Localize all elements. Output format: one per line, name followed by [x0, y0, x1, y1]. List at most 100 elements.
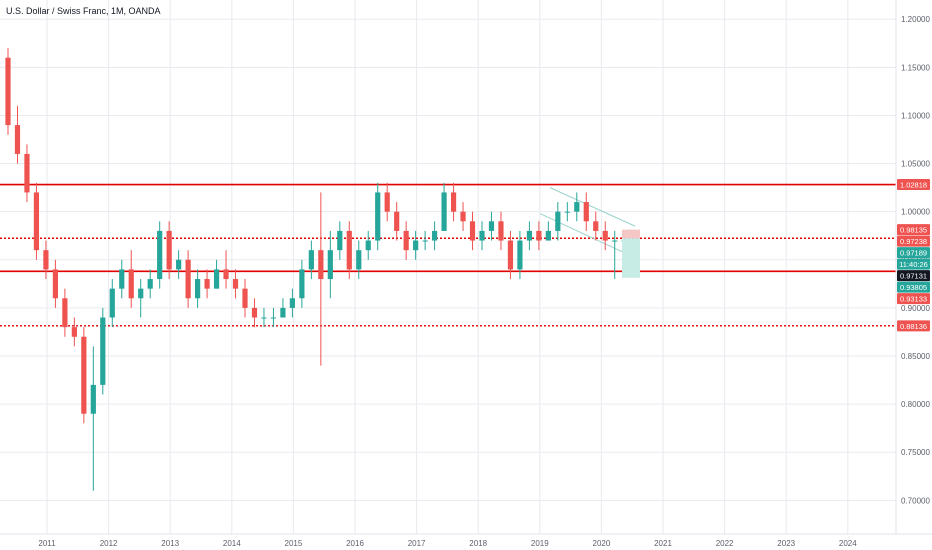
candle-body: [71, 327, 77, 337]
position-target-zone: [622, 238, 640, 278]
candle-body: [432, 230, 438, 241]
candle-body: [507, 240, 514, 270]
price-label-text: 0.93133: [900, 295, 927, 304]
price-label: 0.93805: [897, 281, 930, 293]
candle-body: [43, 250, 49, 270]
candle: [195, 269, 201, 308]
price-label-text: 1.02818: [900, 181, 927, 190]
candle-body: [308, 250, 314, 270]
candle-body: [52, 269, 58, 299]
candle: [469, 211, 476, 251]
time-tick-label: 2013: [161, 539, 179, 548]
price-label: 0.88136: [897, 320, 930, 332]
candle-body: [185, 259, 191, 299]
candle: [157, 221, 163, 289]
price-tick-label: 0.85000: [901, 352, 930, 361]
candle-body: [223, 269, 229, 280]
candle: [555, 202, 561, 241]
price-label: 0.97189: [897, 247, 930, 259]
candle-body: [299, 269, 305, 299]
candle: [479, 221, 485, 251]
candle-body: [356, 250, 362, 270]
candle: [365, 230, 371, 260]
price-label-bg: [897, 179, 930, 191]
time-tick-label: 2022: [716, 539, 734, 548]
price-tick-label: 1.10000: [901, 111, 930, 120]
price-label-text: 0.97238: [900, 237, 927, 246]
candle-body: [176, 259, 182, 270]
price-label-bg: [897, 281, 930, 293]
candle: [318, 192, 324, 366]
candle-body: [138, 288, 144, 299]
candle-body: [327, 250, 333, 280]
time-tick-label: 2018: [469, 539, 487, 548]
time-axis[interactable]: 2011 2012 2013 2014 2015 2016 2017 2018 2019 2020…: [38, 539, 857, 548]
time-tick-label: 2024: [839, 539, 857, 548]
candle-body: [612, 240, 618, 242]
price-tick-label: 0.80000: [901, 400, 930, 409]
candle-body: [90, 384, 96, 414]
time-tick-label: 2011: [38, 539, 56, 548]
time-tick-label: 2016: [346, 539, 364, 548]
candle: [81, 327, 87, 424]
candle: [119, 259, 125, 299]
candle: [14, 105, 21, 164]
candle-body: [204, 279, 210, 289]
candle: [422, 230, 428, 251]
candle-body: [384, 192, 390, 212]
horizontal-levels: [0, 183, 896, 327]
candle-body: [337, 230, 343, 251]
time-tick-label: 2021: [654, 539, 672, 548]
candle: [176, 250, 182, 280]
candle-body: [526, 230, 532, 241]
candle: [5, 48, 11, 135]
candlesticks[interactable]: [5, 48, 627, 491]
candle-body: [213, 269, 220, 289]
candle: [375, 182, 381, 251]
candle-body: [62, 298, 68, 328]
price-channel-drawing[interactable]: [539, 187, 636, 254]
candle: [185, 250, 191, 308]
candle: [204, 269, 210, 299]
candle: [24, 144, 30, 203]
candle: [261, 307, 267, 328]
time-tick-label: 2020: [593, 539, 611, 548]
candle-body: [195, 279, 201, 299]
candle: [43, 240, 49, 280]
price-label: 0.93133: [897, 293, 930, 305]
candle: [251, 298, 258, 328]
candle-body: [242, 288, 248, 308]
candle-body: [536, 230, 542, 241]
candle: [147, 269, 153, 299]
price-tick-label: 0.70000: [901, 496, 930, 505]
time-tick-label: 2012: [100, 539, 118, 548]
channel-lower: [539, 213, 626, 254]
candle-body: [403, 230, 409, 251]
candle: [223, 250, 229, 289]
candle: [62, 288, 68, 337]
candle: [536, 221, 542, 251]
candle-body: [422, 240, 428, 242]
price-label-bg: [897, 293, 930, 305]
candle-body: [365, 240, 371, 251]
candle: [460, 202, 466, 231]
candle: [71, 317, 77, 347]
candle-body: [261, 317, 267, 319]
candle-body: [166, 230, 172, 270]
candle-body: [460, 211, 466, 222]
candle: [564, 202, 570, 222]
price-label-bg: [897, 235, 930, 247]
position-tool-drawing[interactable]: [622, 229, 640, 278]
price-tick-label: 0.75000: [901, 448, 930, 457]
candle-body: [147, 279, 153, 289]
candle-body: [157, 230, 163, 280]
price-label: 1.02818: [897, 179, 930, 191]
time-tick-label: 2015: [285, 539, 303, 548]
candle: [337, 221, 343, 260]
candle: [100, 307, 106, 395]
time-tick-label: 2017: [408, 539, 426, 548]
candle-body: [602, 230, 608, 241]
candle: [109, 279, 115, 328]
candle: [545, 221, 551, 241]
